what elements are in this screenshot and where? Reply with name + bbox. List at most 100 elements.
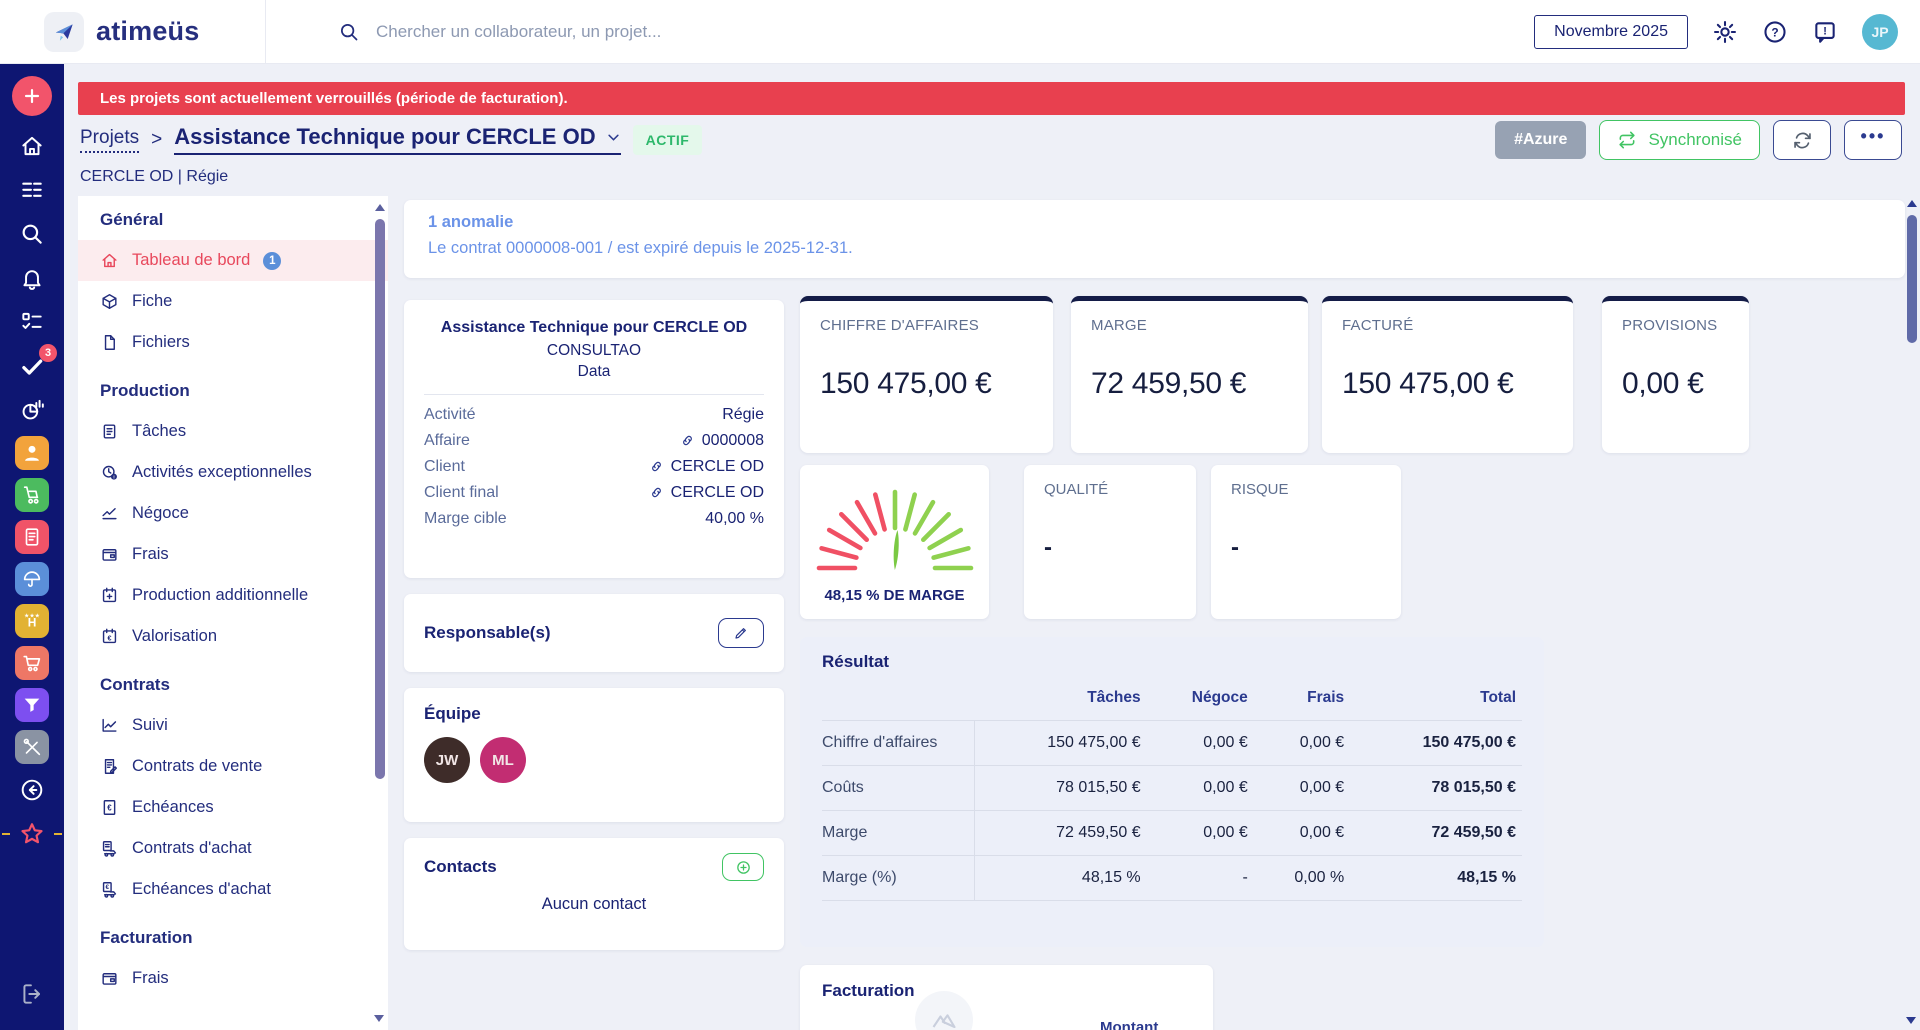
user-avatar[interactable]: JP (1862, 13, 1898, 50)
result-cell: 0,00 € (1253, 810, 1351, 856)
nav-item-suivi[interactable]: Suivi (78, 705, 388, 746)
rail-plus-icon[interactable] (12, 76, 52, 116)
period-selector[interactable]: Novembre 2025 (1534, 14, 1688, 49)
divider (424, 393, 764, 395)
azure-tag[interactable]: #Azure (1495, 121, 1587, 159)
kpi-card-marge: MARGE 72 459,50 € (1071, 296, 1308, 453)
synchronized-button[interactable]: Synchronisé (1599, 120, 1760, 160)
billing-montant-label: Montant (1100, 1019, 1159, 1030)
rail-collapse-icon[interactable] (14, 772, 50, 808)
nav-item-production-additionnelle[interactable]: Production additionnelle (78, 575, 388, 616)
search-input[interactable] (376, 21, 976, 42)
field-value[interactable]: CERCLE OD (649, 458, 764, 476)
anomaly-card: 1 anomalie Le contrat 0000008-001 / est … (404, 200, 1905, 278)
nav-item-activit-s-exceptionnelles[interactable]: ! Activités exceptionnelles (78, 452, 388, 493)
rail-home-icon[interactable] (14, 128, 50, 164)
kpi-card-factur-: FACTURÉ 150 475,00 € (1322, 296, 1573, 453)
rail-person-icon[interactable] (15, 436, 49, 470)
add-contact-button[interactable] (722, 853, 764, 881)
rail-tools-icon[interactable] (15, 730, 49, 764)
nav-item-tableau-de-bord[interactable]: Tableau de bord 1 (78, 240, 388, 281)
app-logo[interactable]: atimeüs (0, 0, 266, 63)
rail-cart-icon[interactable] (15, 646, 49, 680)
rail-bell-icon[interactable] (14, 260, 50, 296)
rail-list-icon[interactable] (14, 172, 50, 208)
kpi-value: 150 475,00 € (1342, 367, 1514, 400)
edit-responsables-button[interactable] (718, 618, 764, 648)
doc-icon (100, 422, 119, 441)
gear-icon[interactable] (1712, 19, 1738, 45)
feedback-icon[interactable]: ! (1812, 19, 1838, 45)
nav-item-label: Valorisation (132, 627, 217, 645)
field-value[interactable]: 0000008 (680, 432, 764, 450)
nav-item-t-ches[interactable]: Tâches (78, 411, 388, 452)
svg-text:!: ! (1823, 25, 1827, 37)
team-member-avatar[interactable]: JW (424, 737, 470, 783)
nav-section-production: Production (100, 381, 190, 400)
nav-scrollbar-thumb[interactable] (374, 219, 385, 779)
rail-pie-chart-icon[interactable] (14, 392, 50, 428)
nav-item-fichiers[interactable]: Fichiers (78, 322, 388, 363)
brand-name: atimeüs (96, 16, 200, 46)
kpi-card-provisions: PROVISIONS 0,00 € (1602, 296, 1749, 453)
rail-document-icon[interactable] (15, 520, 49, 554)
nav-item-label: Frais (132, 969, 169, 987)
refresh-button[interactable] (1773, 120, 1831, 160)
result-cell: 72 459,50 € (974, 810, 1147, 856)
responsables-card: Responsable(s) (404, 594, 784, 672)
billing-card: Facturation Montant (800, 965, 1213, 1030)
rail-funnel-icon[interactable] (15, 688, 49, 722)
topbar-right: Novembre 2025 ? ! JP (1534, 13, 1920, 50)
nav-item-fiche[interactable]: Fiche (78, 281, 388, 322)
nav-item-label: Activités exceptionnelles (132, 463, 312, 481)
anomaly-message[interactable]: Le contrat 0000008-001 / est expiré depu… (428, 239, 853, 257)
nav-item-contrats-d-achat[interactable]: Contrats d'achat (78, 828, 388, 869)
result-col-header: Total (1480, 689, 1516, 706)
calplus-icon (100, 586, 119, 605)
rail-umbrella-icon[interactable] (15, 562, 49, 596)
rail-handtruck-icon[interactable] (15, 478, 49, 512)
result-row-label: Marge (822, 810, 975, 856)
rail-star-icon[interactable] (2, 816, 62, 852)
rail-logout-icon[interactable] (14, 976, 50, 1012)
main-scrollbar-thumb[interactable] (1906, 215, 1917, 343)
project-unit: Data (577, 362, 611, 380)
field-value[interactable]: CERCLE OD (649, 484, 764, 502)
nav-item-ech-ances[interactable]: € Echéances (78, 787, 388, 828)
scroll-down-arrow-icon[interactable] (1906, 1017, 1916, 1024)
rail-search-icon[interactable] (14, 216, 50, 252)
nav-item-label: Négoce (132, 504, 189, 522)
breadcrumb-projects-link[interactable]: Projets (80, 127, 140, 153)
rail-check-icon[interactable]: 3 (14, 344, 57, 384)
nav-item-frais[interactable]: Frais (78, 958, 388, 999)
status-badge: ACTIF (632, 124, 703, 155)
rail-hotel-icon[interactable]: H ★★★ (15, 604, 49, 638)
team-member-avatar[interactable]: ML (480, 737, 526, 783)
project-card-title: Assistance Technique pour CERCLE OD (440, 319, 748, 336)
result-row: Marge (%) 48,15 % -0,00 % 48,15 % (822, 855, 1522, 901)
lock-alert-banner: Les projets sont actuellement verrouillé… (78, 82, 1905, 115)
scroll-up-arrow-icon[interactable] (1906, 200, 1917, 207)
main-scrollbar[interactable] (1905, 200, 1918, 1024)
rail-checklist-icon[interactable] (14, 304, 50, 340)
nav-item-valorisation[interactable]: € Valorisation (78, 616, 388, 657)
scroll-up-arrow-icon[interactable] (374, 204, 385, 211)
nav-item-label: Fiche (132, 292, 173, 310)
nav-item-ech-ances-d-achat[interactable]: € Echéances d'achat (78, 869, 388, 910)
field-value: Régie (722, 406, 764, 424)
more-actions-button[interactable]: ••• (1844, 120, 1902, 160)
result-cell: 150 475,00 € (974, 720, 1147, 766)
nav-item-contrats-de-vente[interactable]: Contrats de vente (78, 746, 388, 787)
paper-plane-logo-icon (44, 11, 84, 52)
notification-badge: 3 (39, 344, 57, 362)
nav-item-n-goce[interactable]: Négoce (78, 493, 388, 534)
nav-item-frais[interactable]: Frais (78, 534, 388, 575)
nav-scrollbar[interactable] (373, 204, 386, 1022)
project-field-row: Client CERCLE OD (424, 458, 764, 476)
scroll-down-arrow-icon[interactable] (374, 1015, 384, 1022)
project-title-dropdown[interactable]: Assistance Technique pour CERCLE OD (174, 124, 621, 155)
project-nav-panel: Général Tableau de bord 1 Fiche Fichiers Prod… (78, 196, 388, 1030)
nav-item-label: Contrats d'achat (132, 839, 252, 857)
help-icon[interactable]: ? (1762, 19, 1788, 45)
